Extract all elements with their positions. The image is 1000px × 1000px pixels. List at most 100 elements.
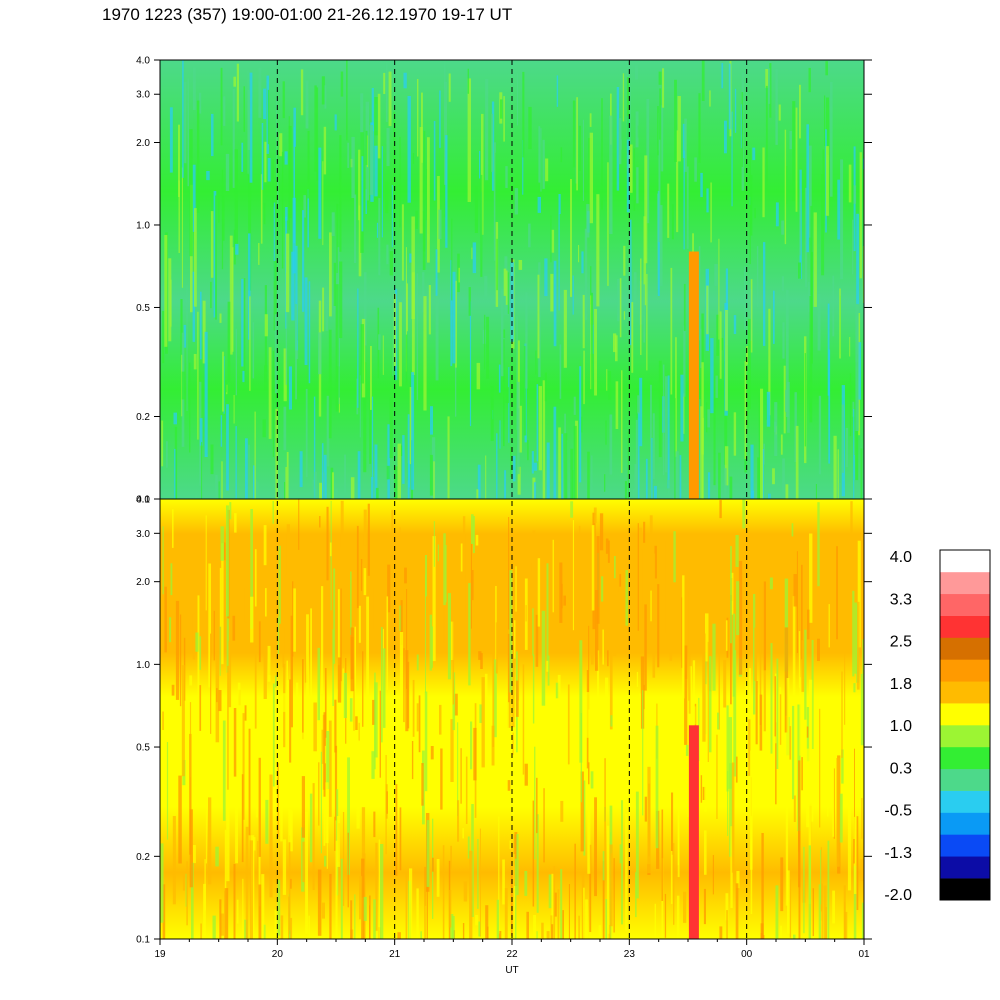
texture-strip [540,742,543,779]
texture-strip [532,608,534,656]
texture-strip [187,78,189,187]
texture-strip [837,179,841,240]
texture-strip [283,348,287,402]
texture-strip [604,758,606,881]
texture-strip [807,609,810,640]
texture-strip [706,188,709,213]
texture-strip [324,855,327,867]
texture-strip [435,278,439,381]
texture-strip [548,874,552,909]
texture-strip [558,213,560,311]
texture-strip [853,816,857,894]
texture-strip [373,899,376,939]
texture-strip [300,732,304,763]
texture-strip [470,543,472,629]
texture-strip [430,746,434,760]
texture-strip [639,527,643,633]
texture-strip [553,260,557,347]
texture-strip [265,588,267,617]
texture-strip [718,238,720,340]
texture-strip [286,524,290,576]
texture-strip [197,311,199,440]
texture-strip [208,797,212,885]
texture-strip [360,559,363,591]
texture-strip [725,310,728,411]
texture-strip [186,285,188,411]
texture-strip [780,857,784,912]
texture-strip [405,650,409,732]
texture-strip [385,755,387,855]
texture-strip [479,704,483,723]
texture-strip [808,67,811,93]
texture-strip [304,277,308,365]
texture-strip [700,328,703,368]
texture-strip [200,291,202,360]
texture-strip [658,71,662,85]
texture-strip [354,194,357,263]
texture-strip [629,232,631,327]
texture-strip [727,771,729,836]
texture-strip [825,61,828,76]
texture-strip [702,786,706,800]
texture-strip [314,471,317,499]
texture-strip [258,243,260,265]
texture-strip [602,860,605,939]
texture-strip [547,655,550,686]
texture-strip [416,703,419,732]
texture-strip [232,89,235,188]
texture-strip [653,485,657,499]
texture-strip [328,329,332,439]
texture-strip [684,118,687,172]
texture-strip [331,212,335,237]
texture-strip [233,864,236,939]
colorbar: -2.0 -1.3 -0.5 0.3 1.0 1.8 2.5 3.3 4.0 [884,549,991,904]
x-tick-label: 21 [389,949,401,960]
texture-strip [417,79,419,157]
texture-strip [275,97,277,181]
texture-strip [804,629,807,720]
texture-strip [719,926,723,939]
texture-strip [823,885,827,939]
texture-strip [385,181,389,214]
texture-strip [533,462,538,471]
texture-strip [774,421,777,433]
texture-strip [580,713,582,803]
texture-strip [606,369,608,391]
texture-strip [268,347,272,439]
texture-strip [610,715,613,727]
texture-strip [391,476,393,493]
texture-strip [635,872,637,918]
texture-strip [283,693,287,712]
texture-strip [373,811,376,838]
texture-strip [249,72,253,183]
texture-strip [861,902,864,939]
texture-strip [542,380,546,499]
texture-strip [783,365,786,434]
texture-strip [713,393,716,486]
texture-strip [702,417,704,499]
texture-strip [282,81,285,119]
texture-strip [391,185,393,248]
texture-strip [574,843,576,939]
texture-strip [258,68,262,118]
texture-strip [768,493,771,499]
texture-strip [274,314,278,394]
texture-strip [607,650,609,667]
texture-strip [455,280,457,368]
texture-strip [588,625,590,710]
texture-strip [467,68,469,94]
texture-strip [323,712,326,797]
texture-strip [759,694,763,751]
texture-strip [356,740,360,829]
texture-strip [300,69,304,116]
texture-strip [683,150,685,250]
texture-strip [484,673,488,791]
texture-strip [578,915,580,939]
texture-strip [798,262,801,279]
colorbar-swatch [940,834,990,857]
texture-strip [715,375,718,398]
texture-strip [332,472,334,499]
texture-strip [750,444,754,499]
texture-strip [583,751,585,771]
texture-strip [745,346,748,365]
